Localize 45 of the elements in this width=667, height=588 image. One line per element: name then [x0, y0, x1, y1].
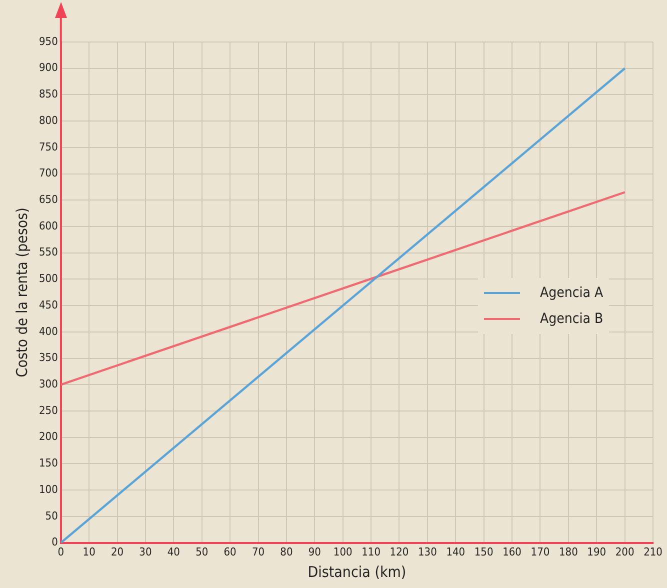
x-tick-label: 190	[587, 545, 606, 558]
y-tick-label: 50	[45, 509, 58, 522]
x-tick-label: 150	[474, 545, 494, 558]
y-tick-label: 500	[38, 272, 58, 286]
y-tick-label: 950	[38, 34, 58, 48]
x-tick-label: 30	[139, 545, 152, 558]
x-tick-label: 140	[446, 545, 466, 558]
y-tick-label: 700	[38, 166, 58, 180]
x-tick-label: 20	[110, 545, 124, 558]
y-tick-label: 850	[38, 88, 58, 101]
y-tick-label: 200	[38, 430, 58, 444]
x-tick-label: 160	[502, 545, 522, 558]
x-tick-label: 100	[333, 545, 352, 558]
y-tick-label: 750	[38, 140, 58, 154]
x-tick-label: 120	[390, 545, 409, 558]
y-tick-label: 300	[38, 378, 58, 391]
y-tick-label: 100	[38, 482, 58, 496]
x-tick-label: 210	[644, 545, 662, 558]
y-tick-label: 450	[38, 298, 58, 312]
x-tick-label: 50	[196, 545, 208, 558]
x-tick-label: 80	[280, 545, 293, 558]
x-axis-title: Distancia (km)	[308, 562, 406, 581]
y-tick-label: 250	[38, 404, 58, 417]
y-tick-label: 800	[38, 114, 58, 127]
y-tick-label: 600	[38, 219, 58, 232]
x-tick-label: 130	[418, 545, 437, 558]
y-tick-label: 150	[38, 456, 58, 470]
x-tick-label: 200	[615, 545, 634, 558]
x-tick-label: 180	[558, 545, 578, 558]
legend-label: Agencia B	[540, 311, 604, 327]
y-axis-title: Costo de la renta (pesos)	[12, 208, 31, 378]
legend-label: Agencia A	[540, 285, 604, 301]
x-tick-label: 110	[362, 545, 380, 558]
x-tick-label: 170	[530, 545, 550, 558]
y-tick-label: 350	[38, 351, 58, 364]
x-tick-label: 70	[252, 545, 265, 558]
y-tick-label: 650	[38, 193, 58, 206]
x-tick-label: 40	[167, 545, 180, 558]
y-tick-label: 550	[38, 246, 58, 259]
x-tick-label: 10	[82, 545, 96, 558]
y-tick-label: 400	[38, 324, 58, 338]
y-tick-label: 900	[38, 61, 58, 74]
x-tick-label: 90	[308, 545, 321, 558]
y-tick-label: 0	[52, 536, 58, 549]
x-tick-label: 60	[224, 545, 236, 558]
